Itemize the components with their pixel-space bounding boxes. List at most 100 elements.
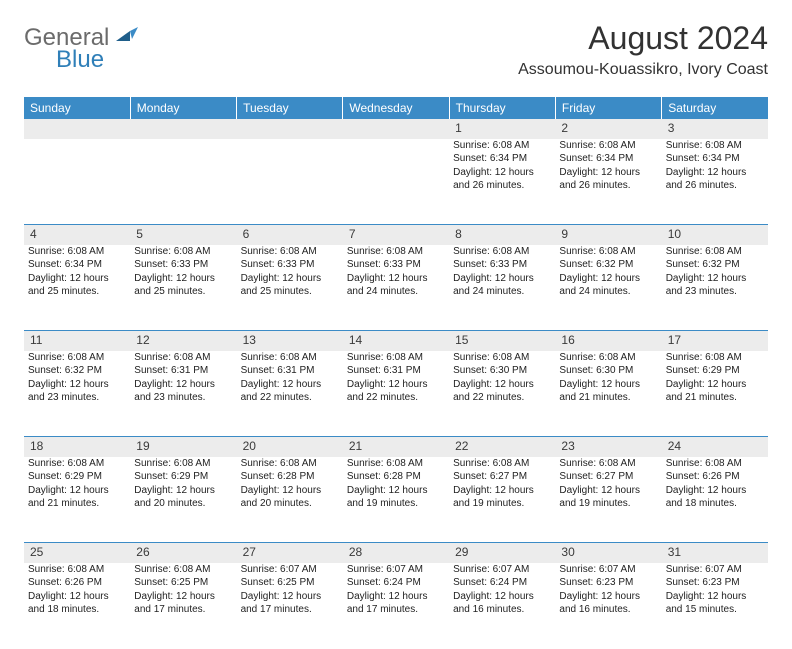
weekday-header-row: Sunday Monday Tuesday Wednesday Thursday…	[24, 97, 768, 119]
day-line-d1: Daylight: 12 hours	[453, 378, 551, 392]
day-detail-row: Sunrise: 6:08 AMSunset: 6:26 PM Daylight:…	[24, 563, 768, 649]
day-line-sr: Sunrise: 6:08 AM	[666, 245, 764, 259]
day-line-d2: and 24 minutes.	[453, 285, 551, 299]
day-line-ss: Sunset: 6:29 PM	[134, 470, 232, 484]
day-line-sr: Sunrise: 6:08 AM	[347, 245, 445, 259]
weekday-header: Tuesday	[237, 97, 343, 119]
day-line-d1: Daylight: 12 hours	[241, 484, 339, 498]
day-detail-row: Sunrise: 6:08 AMSunset: 6:29 PMDaylight:…	[24, 457, 768, 543]
day-line-d2: and 20 minutes.	[134, 497, 232, 511]
day-detail-cell: Sunrise: 6:08 AMSunset: 6:28 PMDaylight:…	[343, 457, 449, 543]
day-line-d2: and 18 minutes.	[28, 603, 126, 617]
day-line-sr: Sunrise: 6:08 AM	[28, 563, 126, 577]
day-line-sr: Sunrise: 6:07 AM	[241, 563, 339, 577]
day-line-ss: Sunset: 6:33 PM	[347, 258, 445, 272]
day-number-cell: 4	[24, 225, 130, 245]
day-line-sr: Sunrise: 6:08 AM	[453, 457, 551, 471]
day-line-ss: Sunset: 6:26 PM	[666, 470, 764, 484]
day-line-sr: Sunrise: 6:08 AM	[134, 351, 232, 365]
day-number-row: 11121314151617	[24, 331, 768, 351]
day-line-ss: Sunset: 6:23 PM	[559, 576, 657, 590]
day-detail-cell: Sunrise: 6:07 AMSunset: 6:23 PMDaylight:…	[555, 563, 661, 649]
day-detail-cell: Sunrise: 6:07 AMSunset: 6:23 PMDaylight:…	[662, 563, 768, 649]
day-line-ss: Sunset: 6:27 PM	[453, 470, 551, 484]
day-detail-cell: Sunrise: 6:08 AMSunset: 6:33 PMDaylight:…	[237, 245, 343, 331]
day-line-ss: Sunset: 6:25 PM	[241, 576, 339, 590]
day-line-ss: Sunset: 6:27 PM	[559, 470, 657, 484]
day-line-ss: Sunset: 6:24 PM	[347, 576, 445, 590]
day-line-d1: Daylight: 12 hours	[134, 484, 232, 498]
day-detail-cell	[24, 139, 130, 225]
day-line-d2: and 24 minutes.	[559, 285, 657, 299]
day-line-d2: and 22 minutes.	[453, 391, 551, 405]
day-detail-cell: Sunrise: 6:08 AMSunset: 6:29 PMDaylight:…	[662, 351, 768, 437]
day-line-ss: Sunset: 6:31 PM	[241, 364, 339, 378]
day-line-ss: Sunset: 6:28 PM	[241, 470, 339, 484]
day-line-sr: Sunrise: 6:07 AM	[347, 563, 445, 577]
day-line-sr: Sunrise: 6:08 AM	[347, 457, 445, 471]
day-line-sr: Sunrise: 6:08 AM	[134, 457, 232, 471]
weekday-header: Friday	[555, 97, 661, 119]
day-line-ss: Sunset: 6:29 PM	[666, 364, 764, 378]
logo-blue: Blue	[56, 48, 138, 72]
day-line-sr: Sunrise: 6:08 AM	[134, 245, 232, 259]
day-line-d1: Daylight: 12 hours	[453, 272, 551, 286]
day-detail-cell: Sunrise: 6:08 AMSunset: 6:34 PMDaylight:…	[24, 245, 130, 331]
day-line-d1: Daylight: 12 hours	[347, 272, 445, 286]
day-line-d1: Daylight: 12 hours	[241, 272, 339, 286]
day-line-d2: and 26 minutes.	[453, 179, 551, 193]
day-number-cell: 31	[662, 543, 768, 563]
day-number-cell: 15	[449, 331, 555, 351]
title-block: August 2024 Assoumou-Kouassikro, Ivory C…	[518, 20, 768, 79]
day-number-cell	[343, 119, 449, 139]
day-detail-cell: Sunrise: 6:07 AMSunset: 6:25 PMDaylight:…	[237, 563, 343, 649]
day-detail-cell: Sunrise: 6:08 AMSunset: 6:33 PMDaylight:…	[449, 245, 555, 331]
weekday-header: Thursday	[449, 97, 555, 119]
day-number-cell: 6	[237, 225, 343, 245]
day-number-row: 123	[24, 119, 768, 139]
day-number-cell: 13	[237, 331, 343, 351]
day-line-d2: and 26 minutes.	[559, 179, 657, 193]
day-line-ss: Sunset: 6:34 PM	[559, 152, 657, 166]
day-line-d2: and 25 minutes.	[134, 285, 232, 299]
day-detail-cell	[343, 139, 449, 225]
day-line-ss: Sunset: 6:32 PM	[559, 258, 657, 272]
day-line-sr: Sunrise: 6:08 AM	[453, 139, 551, 153]
day-number-cell: 5	[130, 225, 236, 245]
day-line-sr: Sunrise: 6:08 AM	[666, 351, 764, 365]
day-number-cell: 9	[555, 225, 661, 245]
day-line-sr: Sunrise: 6:08 AM	[241, 351, 339, 365]
day-number-cell	[237, 119, 343, 139]
day-line-d2: and 16 minutes.	[453, 603, 551, 617]
day-line-sr: Sunrise: 6:08 AM	[28, 457, 126, 471]
day-number-cell	[130, 119, 236, 139]
day-line-sr: Sunrise: 6:07 AM	[453, 563, 551, 577]
day-line-d1: Daylight: 12 hours	[28, 378, 126, 392]
location-label: Assoumou-Kouassikro, Ivory Coast	[518, 61, 768, 79]
day-line-d1: Daylight: 12 hours	[347, 590, 445, 604]
day-number-row: 25262728293031	[24, 543, 768, 563]
day-line-ss: Sunset: 6:33 PM	[241, 258, 339, 272]
day-line-d1: Daylight: 12 hours	[666, 590, 764, 604]
weekday-header: Monday	[130, 97, 236, 119]
day-line-d1: Daylight: 12 hours	[28, 484, 126, 498]
day-line-d1: Daylight: 12 hours	[453, 590, 551, 604]
day-line-ss: Sunset: 6:26 PM	[28, 576, 126, 590]
day-line-d1: Daylight: 12 hours	[28, 272, 126, 286]
weekday-header: Saturday	[662, 97, 768, 119]
day-line-ss: Sunset: 6:25 PM	[134, 576, 232, 590]
day-line-sr: Sunrise: 6:08 AM	[347, 351, 445, 365]
calendar-body: 123Sunrise: 6:08 AMSunset: 6:34 PMDaylig…	[24, 119, 768, 649]
day-detail-cell: Sunrise: 6:08 AMSunset: 6:33 PMDaylight:…	[130, 245, 236, 331]
flag-icon	[116, 27, 138, 50]
day-line-d1: Daylight: 12 hours	[453, 166, 551, 180]
day-number-cell: 28	[343, 543, 449, 563]
day-number-cell: 3	[662, 119, 768, 139]
day-line-d1: Daylight: 12 hours	[559, 378, 657, 392]
day-line-d1: Daylight: 12 hours	[134, 590, 232, 604]
day-line-sr: Sunrise: 6:08 AM	[241, 457, 339, 471]
page-header: General Blue August 2024 Assoumou-Kouass…	[24, 20, 768, 79]
day-detail-cell: Sunrise: 6:08 AMSunset: 6:28 PMDaylight:…	[237, 457, 343, 543]
day-line-d1: Daylight: 12 hours	[559, 590, 657, 604]
day-line-d2: and 21 minutes.	[666, 391, 764, 405]
